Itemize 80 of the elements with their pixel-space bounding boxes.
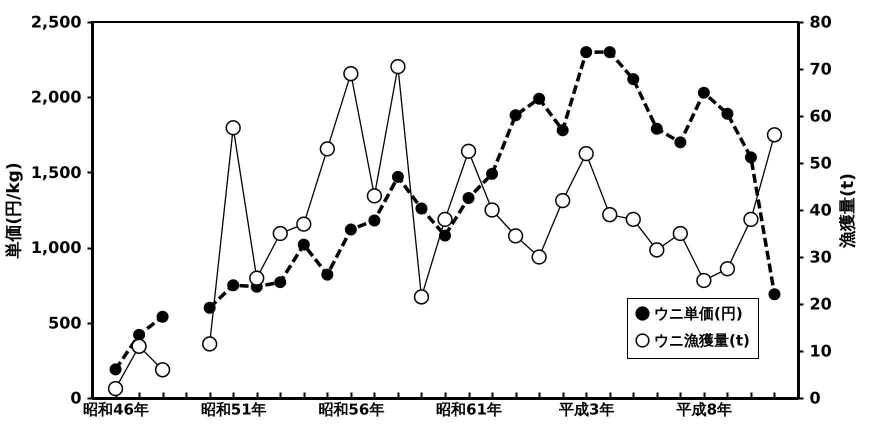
point: [462, 192, 475, 204]
point: [274, 276, 286, 288]
y-tick-label: 2,000: [30, 88, 82, 107]
point: [696, 272, 712, 288]
legend-label: ウニ単価(円): [654, 304, 743, 322]
point: [156, 310, 169, 323]
y2-tick-label: 30: [810, 248, 832, 266]
point: [366, 188, 382, 204]
y-tick-label: 0: [70, 388, 82, 408]
point: [414, 289, 430, 305]
point: [721, 108, 734, 120]
y-tick-label: 500: [48, 313, 82, 332]
point: [672, 226, 688, 242]
point: [108, 380, 124, 396]
point: [580, 46, 592, 58]
y2-tick-label: 80: [810, 12, 832, 32]
point: [437, 212, 453, 228]
x-tick-label: 平成8年: [676, 400, 732, 418]
point: [743, 212, 759, 228]
x-tick-label: 平成3年: [558, 400, 614, 418]
point: [320, 141, 335, 157]
y2-axis-title: 漁獲量(t): [838, 173, 858, 249]
point: [650, 122, 663, 135]
point: [510, 109, 522, 122]
point: [486, 168, 498, 180]
point: [154, 362, 170, 378]
point: [131, 338, 147, 354]
point: [344, 224, 357, 236]
point: [226, 120, 241, 136]
point: [321, 268, 334, 281]
point: [602, 207, 618, 222]
point: [508, 228, 524, 244]
y2-tick-label: 70: [810, 60, 832, 78]
y-axis-title: 単価(円/kg): [4, 162, 24, 260]
point: [578, 146, 594, 162]
x-tick-label: 昭和61年: [436, 400, 502, 418]
point: [390, 59, 406, 74]
point: [227, 279, 240, 292]
point: [555, 192, 570, 208]
point: [460, 144, 476, 159]
x-tick-label: 昭和56年: [318, 400, 384, 418]
y2-tick-label: 50: [810, 154, 832, 172]
y-tick-label: 1,000: [30, 238, 82, 258]
y2-tick-label: 60: [810, 106, 832, 126]
point: [415, 202, 428, 214]
point: [133, 328, 146, 341]
y2-tick-label: 0: [810, 388, 821, 408]
point: [744, 151, 757, 164]
point: [649, 242, 664, 258]
y-tick-label: 1,500: [30, 162, 82, 182]
point: [110, 363, 122, 376]
point: [556, 124, 569, 136]
point: [249, 270, 264, 286]
y2-tick-label: 40: [810, 200, 832, 220]
y2-tick-label: 20: [810, 294, 832, 314]
x-tick-label: 昭和46年: [83, 400, 149, 418]
point: [531, 249, 547, 265]
point: [392, 170, 404, 183]
point: [768, 288, 780, 300]
point: [766, 127, 782, 142]
point: [698, 86, 710, 99]
y2-tick-label: 10: [810, 342, 832, 360]
point: [627, 73, 640, 86]
point: [298, 238, 310, 251]
point: [604, 46, 616, 58]
point: [204, 302, 216, 314]
point: [720, 261, 736, 276]
point: [272, 226, 288, 242]
point: [343, 66, 359, 82]
point: [368, 214, 380, 227]
legend-label: ウニ漁獲量(t): [654, 332, 750, 350]
point: [484, 202, 500, 218]
point: [202, 336, 218, 352]
point: [439, 230, 451, 242]
point: [533, 92, 546, 105]
point: [674, 136, 686, 148]
y-tick-label: 2,500: [30, 12, 82, 32]
point: [296, 216, 312, 232]
point: [626, 212, 641, 228]
x-tick-label: 昭和51年: [200, 400, 267, 418]
